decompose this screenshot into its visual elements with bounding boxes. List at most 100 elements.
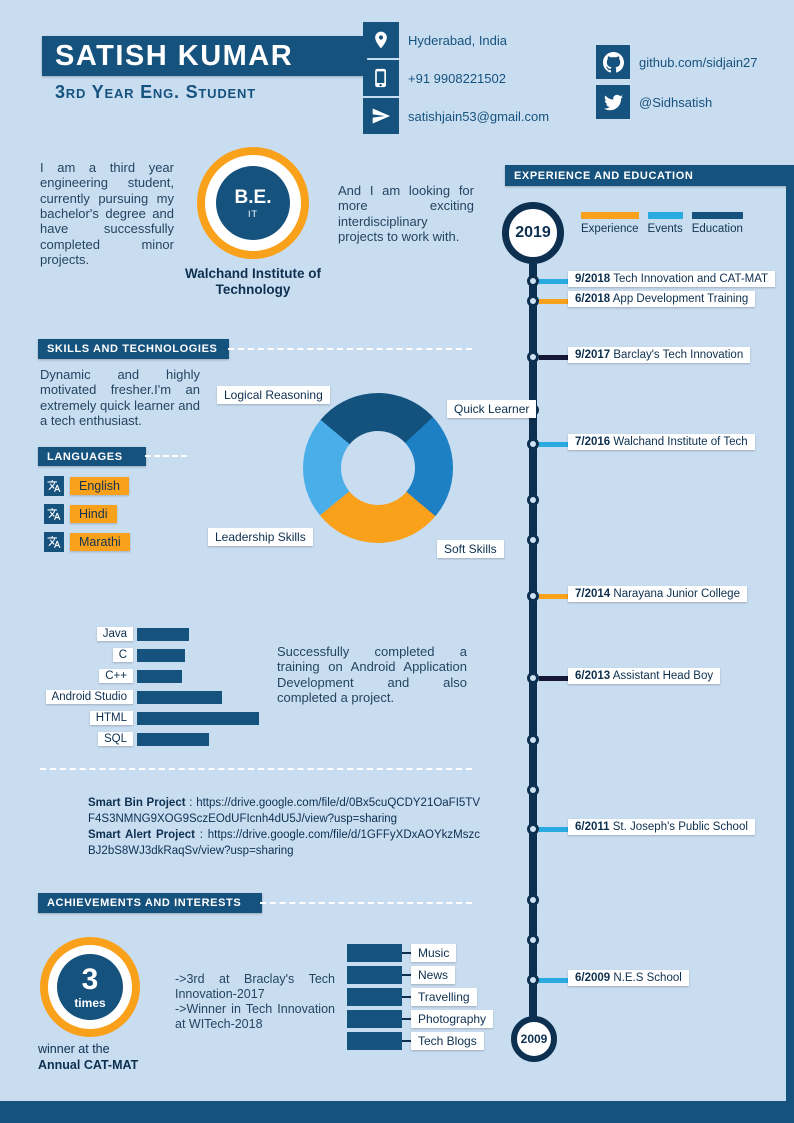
tech-bar (137, 690, 222, 704)
timeline-dot (527, 784, 539, 796)
degree-badge: B.E. IT (197, 147, 309, 259)
interest-label: News (411, 966, 456, 984)
timeline-label: 6/2018 App Development Training (568, 291, 756, 307)
tech-row: C (0, 646, 185, 664)
translate-icon (44, 476, 64, 496)
degree-branch: IT (248, 209, 258, 219)
timeline-label: 7/2014 Narayana Junior College (568, 586, 747, 602)
skills-section-title: SKILLS AND TECHNOLOGIES (38, 339, 229, 359)
skills-paragraph: Dynamic and highly motivated fresher.I'm… (40, 367, 200, 428)
timeline-connector (539, 442, 568, 447)
achievement-notes: ->3rd at Braclay's Tech Innovation-2017 … (175, 972, 335, 1032)
times-number: 3 (81, 963, 99, 996)
legend-swatch (647, 212, 683, 219)
timeline-text: St. Joseph's Public School (612, 821, 748, 833)
tech-row: C++ (0, 667, 182, 685)
divider (145, 455, 187, 457)
winner-caption-line1: winner at the (38, 1042, 110, 1056)
project-label: Smart Bin Project (88, 797, 186, 809)
timeline-dot (527, 934, 539, 946)
tech-row: Java (0, 625, 189, 643)
language-label: Marathi (70, 533, 130, 551)
timeline-label: 6/2009 N.E.S School (568, 970, 689, 986)
timeline-dot (527, 734, 539, 746)
translate-icon (44, 504, 64, 524)
times-label: times (74, 996, 106, 1010)
timeline-text: N.E.S School (613, 972, 682, 984)
twitter-icon (596, 85, 630, 119)
project-url[interactable]: https://drive.google.com/file/d/0Bx5cuQC… (88, 797, 480, 826)
interest-bar (347, 988, 402, 1006)
divider (228, 348, 472, 350)
times-badge-inner: 3 times (57, 954, 123, 1020)
degree-badge-inner: B.E. IT (216, 166, 290, 240)
legend-item-education: Education (691, 212, 743, 235)
timeline-date: 6/2009 (575, 972, 611, 984)
language-label: English (70, 477, 129, 495)
project-url[interactable]: https://drive.google.com/file/d/1GFFyXDx… (88, 829, 480, 858)
person-subtitle: 3rd Year Eng. Student (55, 82, 256, 102)
twitter-handle[interactable]: @Sidhsatish (639, 94, 713, 110)
tech-label: Java (96, 627, 133, 641)
strengths-donut (303, 393, 453, 543)
contact-row-email: satishjain53@gmail.com (363, 98, 549, 134)
winner-caption: winner at the Annual CAT-MAT (38, 1042, 158, 1073)
timeline-connector (539, 676, 568, 681)
winner-caption-line2: Annual CAT-MAT (38, 1057, 139, 1072)
timeline-dot (527, 275, 539, 287)
timeline-dot (527, 590, 539, 602)
interest-item: Music (347, 944, 457, 962)
legend-swatch (691, 212, 743, 219)
donut-hole (341, 431, 415, 505)
outro-paragraph: And I am looking for more exciting inter… (338, 183, 474, 244)
github-handle[interactable]: github.com/sidjain27 (639, 54, 758, 70)
timeline-label: 6/2011 St. Joseph's Public School (568, 819, 755, 835)
intro-paragraph: I am a third year engineering student, c… (40, 160, 174, 267)
paper-plane-icon (363, 98, 399, 134)
location-text: Hyderabad, India (408, 32, 508, 48)
interest-label: Photography (411, 1010, 494, 1028)
interest-item: Photography (347, 1010, 494, 1028)
github-icon (596, 45, 630, 79)
timeline-text: App Development Training (612, 293, 749, 305)
tech-label: C (112, 648, 133, 662)
divider (260, 902, 472, 904)
legend-label: Education (691, 223, 743, 235)
name-banner: SATISH KUMAR (42, 36, 367, 76)
timeline-connector (539, 299, 568, 304)
timeline-text: Narayana Junior College (613, 588, 740, 600)
timeline-date: 6/2018 (575, 293, 611, 305)
interest-bar (347, 966, 402, 984)
divider (40, 768, 472, 770)
achievement-note: ->3rd at Braclay's Tech Innovation-2017 (175, 972, 335, 1001)
interest-bar (347, 1032, 402, 1050)
timeline-dot (527, 494, 539, 506)
timeline-label: 9/2017 Barclay's Tech Innovation (568, 347, 751, 363)
interest-label: Travelling (411, 988, 477, 1006)
timeline-label: 9/2018 Tech Innovation and CAT-MAT (568, 271, 776, 287)
interest-bar (347, 944, 402, 962)
interest-connector (402, 952, 411, 954)
tech-row: HTML (0, 709, 259, 727)
interest-connector (402, 974, 411, 976)
donut-label: Soft Skills (437, 540, 504, 558)
social-row-twitter: @Sidhsatish (596, 84, 712, 120)
timeline-dot (527, 672, 539, 684)
degree-title: B.E. (234, 187, 272, 208)
timeline-dot (527, 351, 539, 363)
tech-bar (137, 648, 185, 662)
tech-bar (137, 627, 189, 641)
interest-connector (402, 1018, 411, 1020)
phone-text: +91 9908221502 (408, 70, 506, 86)
timeline-dot (527, 295, 539, 307)
email-text[interactable]: satishjain53@gmail.com (408, 108, 550, 124)
timeline-dot (527, 438, 539, 450)
timeline-date: 9/2018 (575, 273, 611, 285)
timeline-dot (527, 823, 539, 835)
timeline-label: 6/2013 Assistant Head Boy (568, 668, 721, 684)
achievement-note: ->Winner in Tech Innovation at WITech-20… (175, 1002, 335, 1031)
legend-item-events: Events (647, 212, 683, 235)
tech-label: HTML (89, 711, 133, 725)
language-item: Hindi (44, 504, 117, 524)
legend-label: Experience (581, 223, 639, 235)
